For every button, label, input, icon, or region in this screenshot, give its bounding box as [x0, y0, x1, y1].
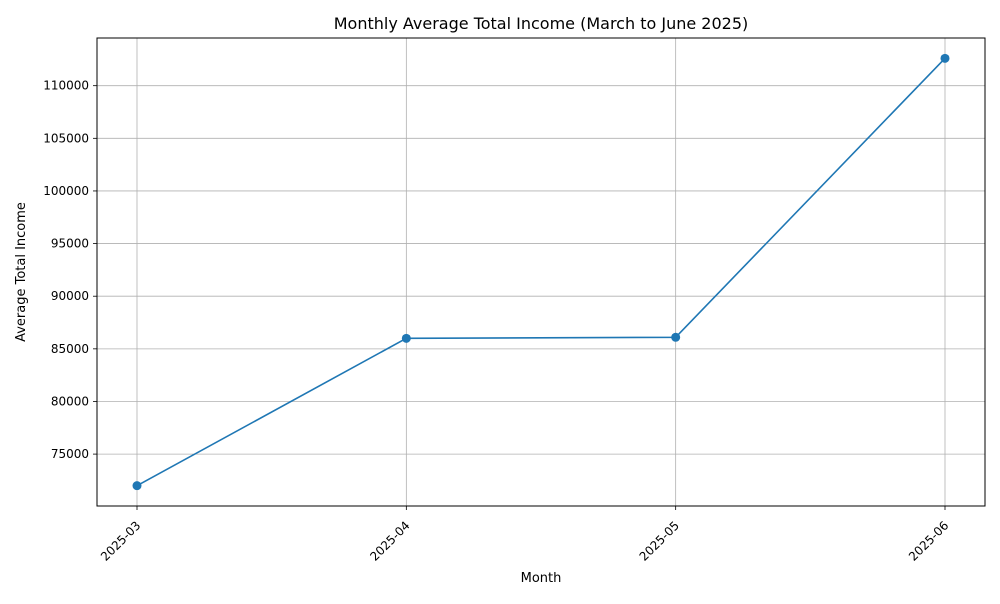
x-axis-ticks: 2025-03 2025-04 2025-05 2025-06 [98, 506, 951, 564]
series [132, 53, 950, 491]
grid [97, 38, 985, 506]
x-tick-label: 2025-04 [367, 518, 412, 563]
y-axis-ticks: 75000 80000 85000 90000 95000 100000 105000 110… [43, 79, 97, 461]
y-tick-label: 95000 [51, 237, 89, 251]
y-tick-label: 100000 [43, 184, 89, 198]
axes [96, 37, 986, 507]
plot-area-frame [96, 37, 986, 507]
x-tick-label: 2025-06 [906, 518, 951, 563]
y-axis-label: Average Total Income [14, 202, 29, 342]
x-axis-label: Month [521, 571, 562, 586]
data-point-marker [671, 332, 681, 342]
y-tick-label: 80000 [51, 394, 89, 408]
data-point-marker [401, 333, 411, 343]
x-tick-label: 2025-05 [637, 518, 682, 563]
y-tick-label: 105000 [43, 131, 89, 145]
data-point-marker [132, 481, 142, 491]
y-tick-label: 75000 [51, 447, 89, 461]
y-tick-label: 110000 [43, 79, 89, 93]
chart-title: Monthly Average Total Income (March to J… [334, 14, 749, 33]
y-tick-label: 90000 [51, 289, 89, 303]
y-tick-label: 85000 [51, 342, 89, 356]
series-line [136, 57, 946, 487]
data-point-marker [940, 53, 950, 63]
x-tick-label: 2025-03 [98, 518, 143, 563]
